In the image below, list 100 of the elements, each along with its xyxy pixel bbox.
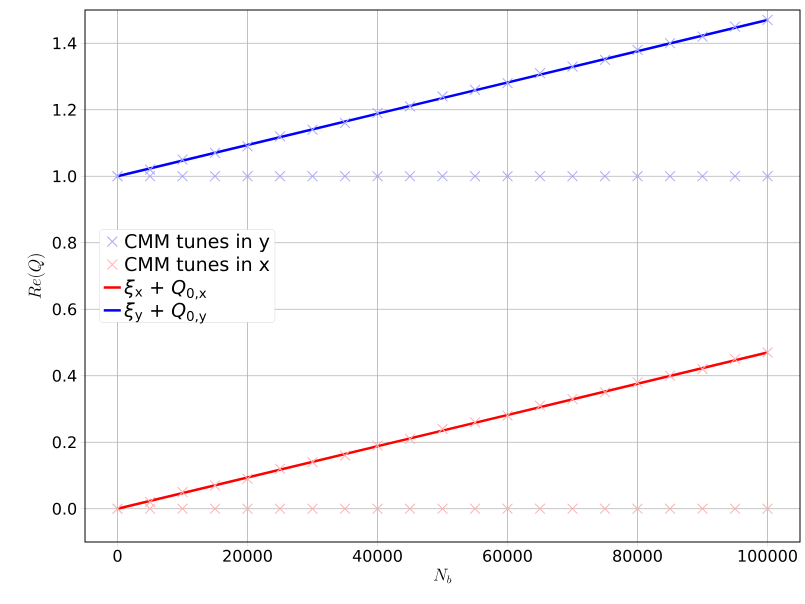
point <box>242 170 253 182</box>
y-tick-label: 0.2 <box>52 436 76 448</box>
x-tick-label: 20000 <box>223 550 272 562</box>
point <box>177 486 188 498</box>
point <box>664 38 676 49</box>
point <box>600 386 610 398</box>
point <box>144 164 156 176</box>
point <box>600 503 610 514</box>
legend-label: CMM tunes in x <box>125 256 270 272</box>
point <box>210 148 220 158</box>
point <box>632 376 643 388</box>
point <box>210 503 220 514</box>
point <box>144 496 156 508</box>
y-axis-title: $Re(Q)$ <box>28 254 45 298</box>
point <box>730 170 740 182</box>
point <box>144 503 156 514</box>
point <box>340 170 350 182</box>
point <box>534 68 546 79</box>
point <box>470 170 480 182</box>
point <box>697 364 708 375</box>
point <box>210 170 220 182</box>
point <box>437 90 448 102</box>
y-tick-label: 1.0 <box>54 170 76 182</box>
point <box>307 170 318 182</box>
point <box>534 400 546 412</box>
point <box>762 503 773 514</box>
point <box>600 54 610 66</box>
point <box>632 170 643 182</box>
point <box>274 463 286 474</box>
y-tick-label: 0.0 <box>52 502 76 515</box>
legend-label: ξ$_{y}$ + Q$_{0,y}$ <box>124 302 206 324</box>
point <box>144 170 156 182</box>
point <box>274 170 286 182</box>
point <box>502 170 513 182</box>
point <box>534 170 546 182</box>
y-tick-label: 0.6 <box>52 303 76 316</box>
point <box>404 170 416 182</box>
point <box>307 456 318 468</box>
point <box>437 423 448 434</box>
point <box>567 170 578 182</box>
point <box>404 100 416 112</box>
point <box>567 503 578 514</box>
point <box>762 170 773 182</box>
x-tick-label: 0 <box>113 550 122 562</box>
x-tick-label: 60000 <box>483 550 532 562</box>
point <box>340 118 350 128</box>
point <box>340 450 350 461</box>
point <box>632 44 643 56</box>
y-tick-label: 1.2 <box>54 104 76 116</box>
point <box>242 503 253 514</box>
point <box>404 503 416 514</box>
point <box>567 61 578 72</box>
point <box>307 503 318 514</box>
point <box>470 84 480 96</box>
point <box>274 130 286 142</box>
point <box>664 370 676 382</box>
y-tick-label: 0.8 <box>52 236 76 249</box>
point <box>502 503 513 514</box>
point <box>242 140 253 152</box>
point <box>404 433 416 444</box>
x-tick-label: 100000 <box>738 550 797 562</box>
x-tick-label: 80000 <box>613 550 662 562</box>
point <box>177 154 188 166</box>
point <box>762 347 773 358</box>
point <box>762 14 773 26</box>
point <box>470 503 480 514</box>
x-tick-label: 40000 <box>352 550 402 562</box>
point <box>730 21 740 32</box>
point <box>600 170 610 182</box>
point <box>372 170 383 182</box>
point <box>567 394 578 404</box>
point <box>274 503 286 514</box>
point <box>372 108 383 119</box>
point <box>534 503 546 514</box>
legend-label: ξ$_{x}$ + Q$_{0,x}$ <box>124 279 206 300</box>
point <box>437 170 448 182</box>
point <box>177 170 188 182</box>
x-axis-title: $N_b$ <box>434 568 452 584</box>
point <box>177 503 188 514</box>
point <box>697 503 708 514</box>
point <box>664 170 676 182</box>
point <box>242 473 253 484</box>
point <box>437 503 448 514</box>
point <box>210 480 220 491</box>
point <box>502 78 513 89</box>
y-tick-label: 0.4 <box>52 370 76 382</box>
point <box>632 503 643 514</box>
legend-label: CMM tunes in y <box>125 234 270 252</box>
point <box>730 354 740 365</box>
y-tick-label: 1.4 <box>54 37 76 50</box>
point <box>730 503 740 514</box>
point <box>372 440 383 452</box>
point <box>697 170 708 182</box>
point <box>340 503 350 514</box>
point <box>372 503 383 514</box>
point <box>470 416 480 428</box>
point <box>307 124 318 136</box>
point <box>502 410 513 422</box>
point <box>697 31 708 42</box>
point <box>664 503 676 514</box>
